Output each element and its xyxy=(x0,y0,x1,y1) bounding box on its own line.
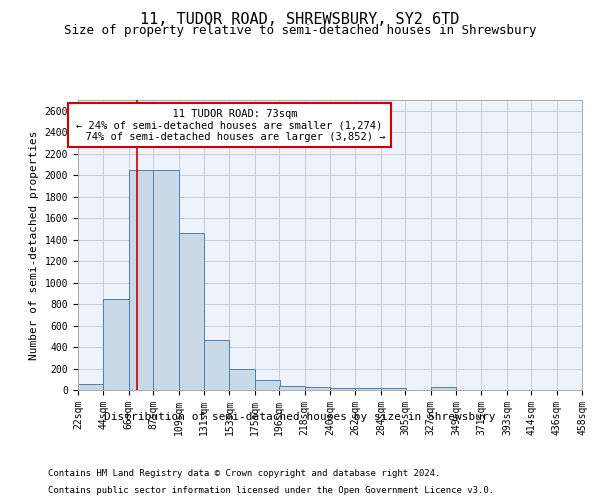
Bar xyxy=(330,388,355,390)
Bar xyxy=(179,233,204,390)
Bar xyxy=(431,388,456,390)
Text: Distribution of semi-detached houses by size in Shrewsbury: Distribution of semi-detached houses by … xyxy=(104,412,496,422)
Text: Size of property relative to semi-detached houses in Shrewsbury: Size of property relative to semi-detach… xyxy=(64,24,536,37)
Bar xyxy=(255,380,280,390)
Bar xyxy=(355,388,381,390)
Text: Contains public sector information licensed under the Open Government Licence v3: Contains public sector information licen… xyxy=(48,486,494,495)
Bar xyxy=(381,388,406,390)
Bar xyxy=(305,387,330,390)
Bar xyxy=(153,170,179,390)
Bar xyxy=(279,386,305,390)
Bar xyxy=(129,170,154,390)
Text: Contains HM Land Registry data © Crown copyright and database right 2024.: Contains HM Land Registry data © Crown c… xyxy=(48,468,440,477)
Bar xyxy=(229,368,255,390)
Y-axis label: Number of semi-detached properties: Number of semi-detached properties xyxy=(29,130,39,360)
Bar xyxy=(103,298,129,390)
Bar xyxy=(78,384,103,390)
Text: 11, TUDOR ROAD, SHREWSBURY, SY2 6TD: 11, TUDOR ROAD, SHREWSBURY, SY2 6TD xyxy=(140,12,460,28)
Text: 11 TUDOR ROAD: 73sqm
← 24% of semi-detached houses are smaller (1,274)
  74% of : 11 TUDOR ROAD: 73sqm ← 24% of semi-detac… xyxy=(73,108,385,142)
Bar xyxy=(204,340,229,390)
